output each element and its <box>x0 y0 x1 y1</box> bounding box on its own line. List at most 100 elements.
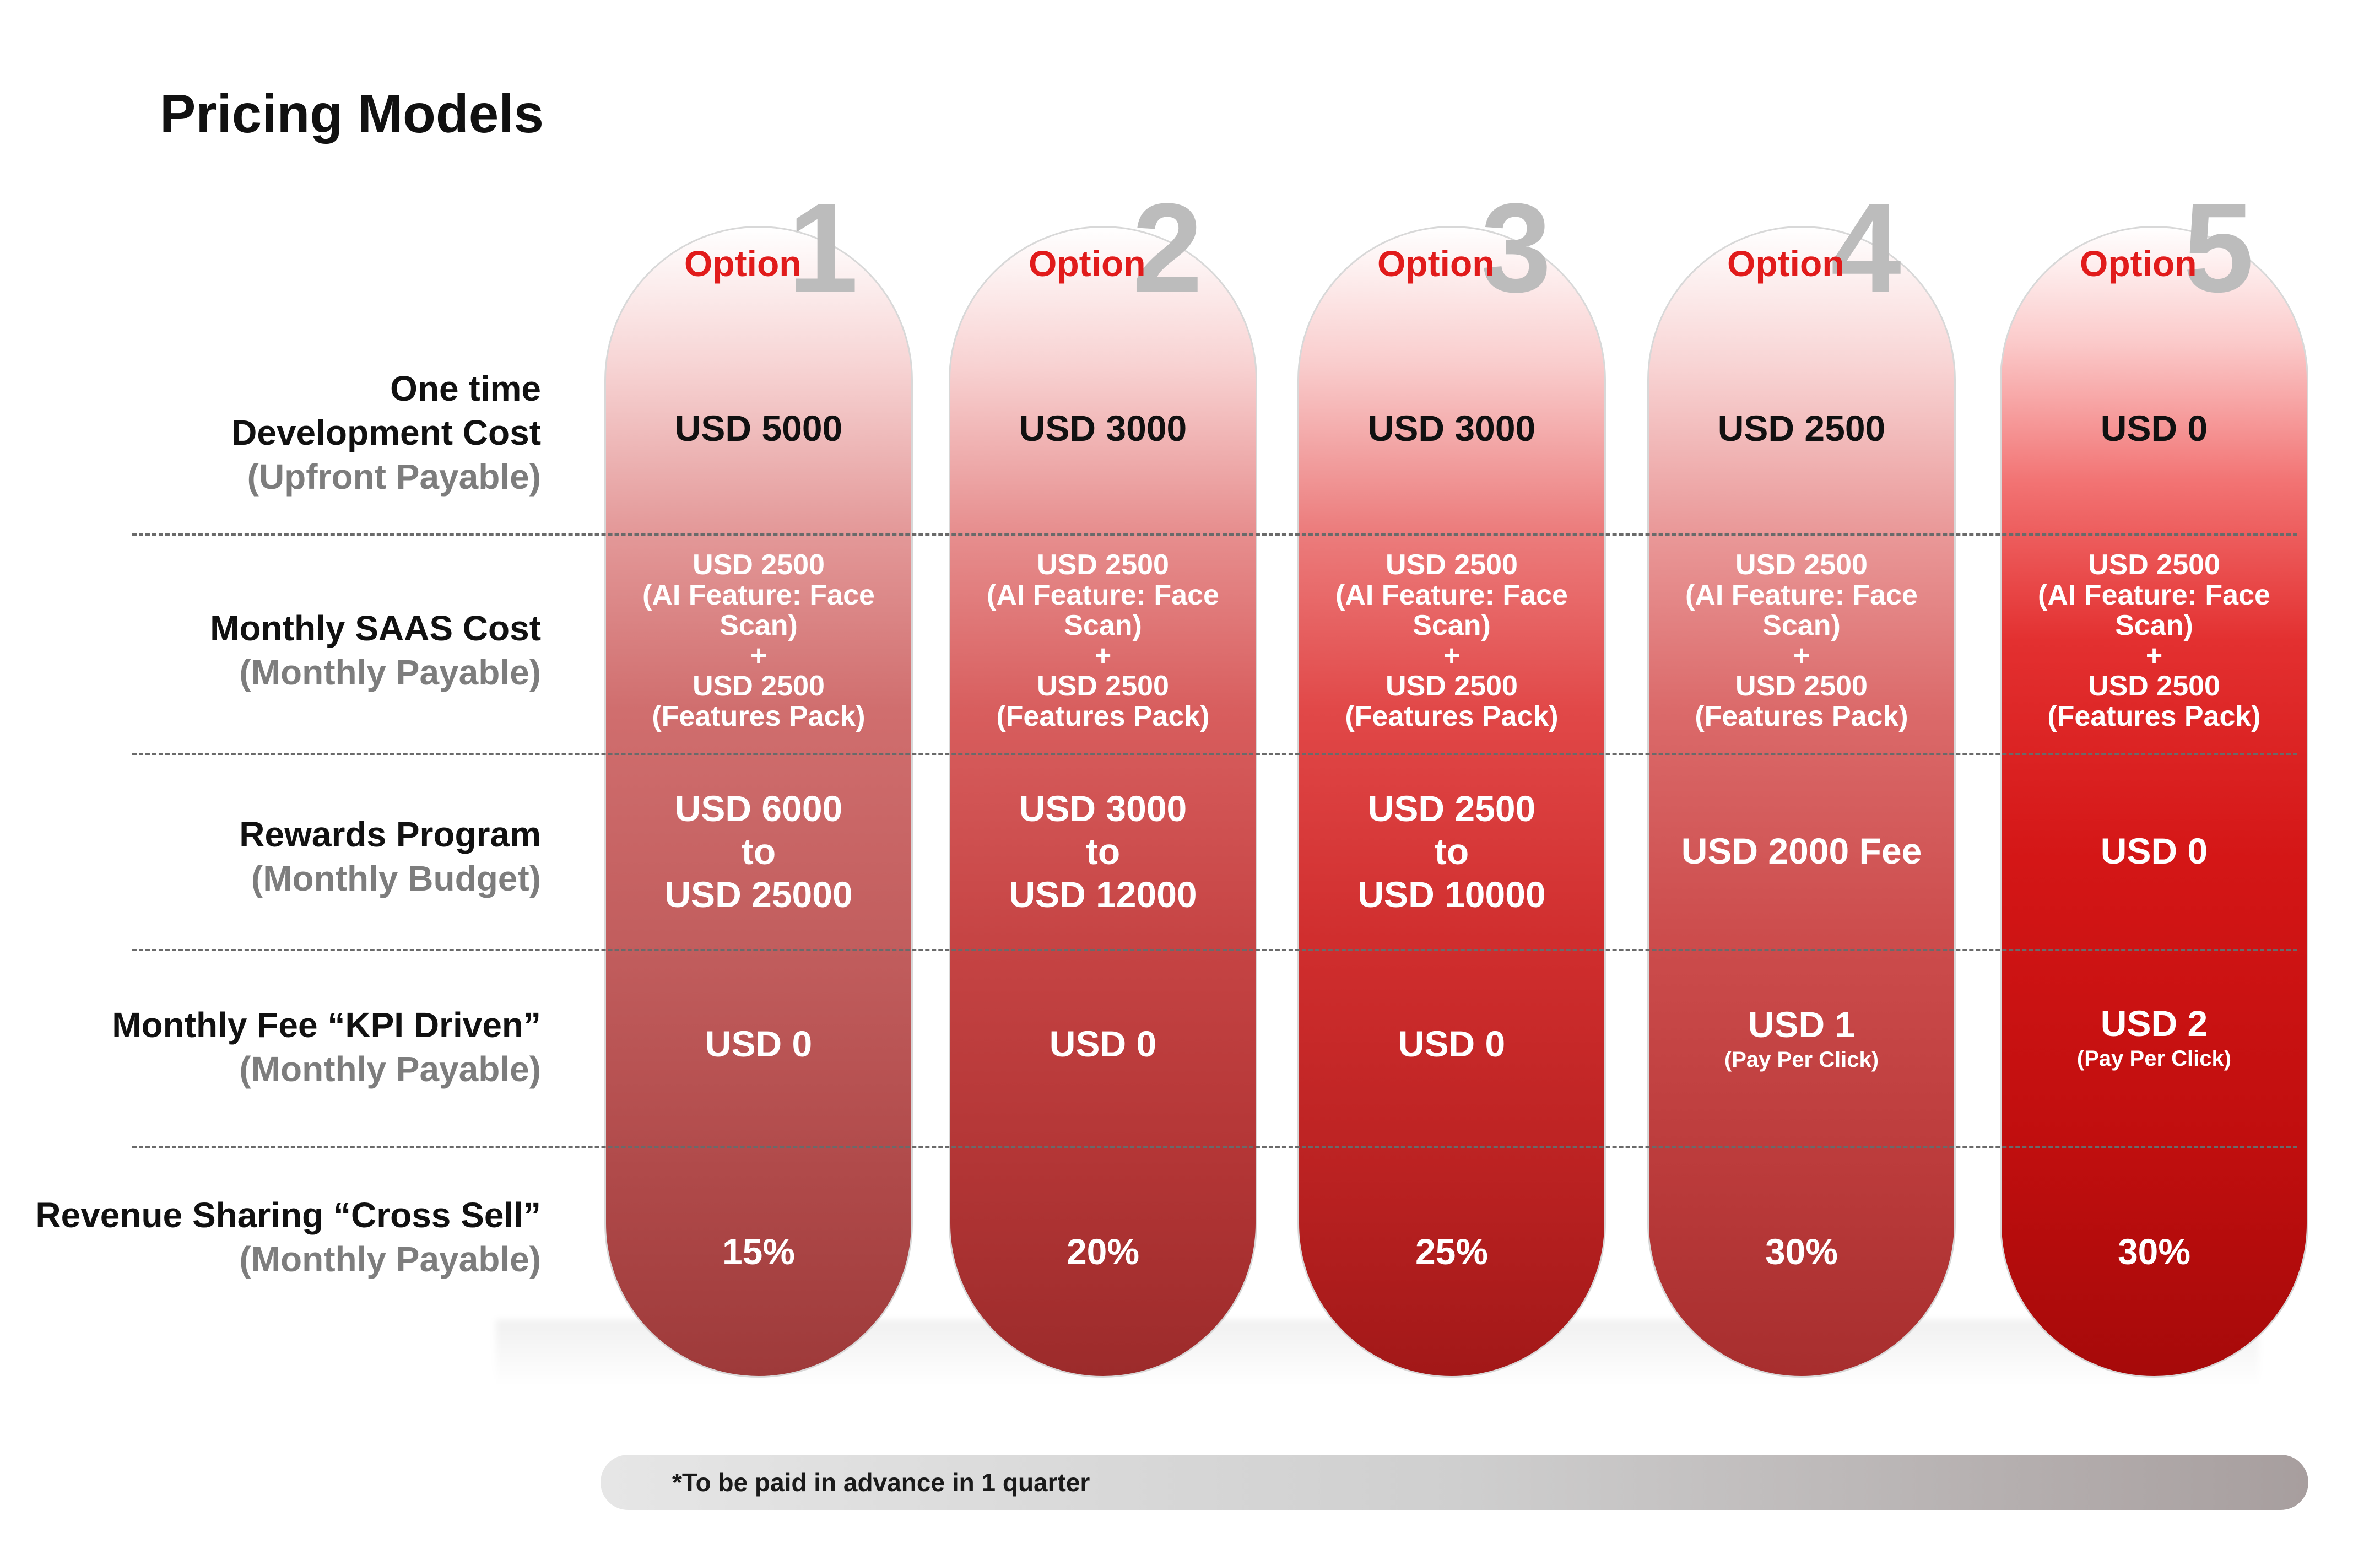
option-number: 3 <box>1481 177 1551 319</box>
rewards-line: to <box>741 831 776 872</box>
option-label: Option <box>2080 243 2197 284</box>
row-sublabel: (Monthly Payable) <box>239 1049 541 1089</box>
row-separator <box>132 1146 2297 1148</box>
kpi-fee-2: USD 0 <box>1049 1023 1157 1064</box>
saas-line: USD 2500 <box>1735 670 1868 702</box>
option-label: Option <box>1029 243 1146 284</box>
option-label: Option <box>684 243 802 284</box>
saas-line: USD 2500 <box>1386 670 1518 702</box>
saas-line: + <box>2145 640 2163 672</box>
row-label-line: Rewards Program <box>239 814 541 854</box>
saas-line: (AI Feature: Face <box>642 579 875 611</box>
option-column-4 <box>1647 226 1956 1378</box>
rewards-budget-3: USD 2500 to USD 10000 <box>1297 787 1606 916</box>
saas-line: Scan) <box>1413 609 1491 641</box>
saas-line: USD 2500 <box>1037 549 1169 581</box>
development-cost-2: USD 3000 <box>1019 408 1187 449</box>
saas-line: + <box>1443 640 1461 672</box>
row-separator <box>132 533 2297 536</box>
revenue-share-1: 15% <box>722 1231 796 1272</box>
option-column-2 <box>949 226 1257 1378</box>
kpi-fee-4: USD 1 (Pay Per Click) <box>1647 1003 1956 1074</box>
row-label-revenue: Revenue Sharing “Cross Sell” (Monthly Pa… <box>35 1193 541 1281</box>
development-cost-3: USD 3000 <box>1367 408 1536 449</box>
page-title: Pricing Models <box>160 83 544 144</box>
row-label-line: One time <box>390 369 541 408</box>
saas-line: Scan) <box>720 609 798 641</box>
saas-line: Scan) <box>1762 609 1841 641</box>
option-label: Option <box>1727 243 1844 284</box>
option-number: 1 <box>788 177 858 319</box>
row-sublabel: (Monthly Budget) <box>251 859 541 898</box>
row-sublabel: (Monthly Payable) <box>239 652 541 692</box>
saas-line: USD 2500 <box>2088 670 2220 702</box>
option-header-4: 4 Option <box>1647 177 1978 319</box>
revenue-share-3: 25% <box>1415 1231 1489 1272</box>
saas-line: USD 2500 <box>1735 549 1868 581</box>
rewards-line: USD 3000 <box>1019 788 1187 829</box>
saas-line: (AI Feature: Face <box>1685 579 1918 611</box>
saas-line: (AI Feature: Face <box>1335 579 1568 611</box>
row-separator <box>132 949 2297 951</box>
saas-line: (Features Pack) <box>1695 700 1908 732</box>
option-number: 4 <box>1831 177 1901 319</box>
development-cost-5: USD 0 <box>2100 408 2208 449</box>
kpi-fee-3: USD 0 <box>1398 1023 1506 1064</box>
saas-cost-1: USD 2500 (AI Feature: Face Scan) + USD 2… <box>604 550 913 732</box>
row-label-kpi: Monthly Fee “KPI Driven” (Monthly Payabl… <box>112 1003 541 1091</box>
saas-line: + <box>1094 640 1112 672</box>
option-header-3: 3 Option <box>1297 177 1628 319</box>
saas-cost-4: USD 2500 (AI Feature: Face Scan) + USD 2… <box>1647 550 1956 732</box>
saas-line: + <box>1793 640 1810 672</box>
option-header-2: 2 Option <box>949 177 1279 319</box>
rewards-line: USD 2000 Fee <box>1681 830 1922 871</box>
development-cost-1: USD 5000 <box>674 408 843 449</box>
rewards-line: USD 6000 <box>674 788 843 829</box>
rewards-line: to <box>1085 831 1121 872</box>
saas-line: (Features Pack) <box>996 700 1210 732</box>
revenue-share-4: 30% <box>1765 1231 1838 1272</box>
rewards-line: to <box>1434 831 1469 872</box>
row-separator <box>132 753 2297 755</box>
kpi-note: (Pay Per Click) <box>1724 1048 1879 1072</box>
row-label-line: Revenue Sharing “Cross Sell” <box>35 1195 541 1235</box>
option-column-5 <box>2000 226 2308 1378</box>
option-column-1 <box>604 226 913 1378</box>
rewards-line: USD 2500 <box>1367 788 1536 829</box>
kpi-value: USD 1 <box>1748 1004 1856 1045</box>
saas-line: Scan) <box>1064 609 1142 641</box>
saas-line: + <box>750 640 767 672</box>
revenue-share-2: 20% <box>1066 1231 1140 1272</box>
rewards-line: USD 12000 <box>1009 874 1197 915</box>
row-label-development: One time Development Cost (Upfront Payab… <box>231 366 541 499</box>
option-number: 5 <box>2183 177 2254 319</box>
option-label: Option <box>1377 243 1495 284</box>
saas-line: (Features Pack) <box>1345 700 1559 732</box>
footnote-bar: *To be paid in advance in 1 quarter <box>601 1455 2308 1510</box>
saas-cost-5: USD 2500 (AI Feature: Face Scan) + USD 2… <box>2000 550 2308 732</box>
saas-line: (Features Pack) <box>2047 700 2261 732</box>
row-sublabel: (Upfront Payable) <box>247 457 541 497</box>
rewards-line: USD 25000 <box>664 874 853 915</box>
rewards-line: USD 0 <box>2100 830 2208 871</box>
row-label-line: Monthly Fee “KPI Driven” <box>112 1005 541 1045</box>
kpi-value: USD 2 <box>2100 1003 2208 1044</box>
kpi-fee-1: USD 0 <box>705 1023 813 1064</box>
saas-line: (AI Feature: Face <box>2038 579 2270 611</box>
row-label-line: Monthly SAAS Cost <box>210 608 541 648</box>
kpi-fee-5: USD 2 (Pay Per Click) <box>2000 1002 2308 1072</box>
saas-line: USD 2500 <box>693 670 825 702</box>
revenue-share-5: 30% <box>2117 1231 2191 1272</box>
option-number: 2 <box>1132 177 1203 319</box>
saas-line: Scan) <box>2115 609 2193 641</box>
kpi-note: (Pay Per Click) <box>2076 1046 2232 1071</box>
row-label-line: Development Cost <box>231 413 541 452</box>
saas-line: USD 2500 <box>693 549 825 581</box>
rewards-budget-4: USD 2000 Fee <box>1647 829 1956 872</box>
row-sublabel: (Monthly Payable) <box>239 1239 541 1279</box>
rewards-budget-5: USD 0 <box>2000 829 2308 872</box>
saas-line: USD 2500 <box>1037 670 1169 702</box>
saas-cost-3: USD 2500 (AI Feature: Face Scan) + USD 2… <box>1297 550 1606 732</box>
rewards-budget-1: USD 6000 to USD 25000 <box>604 787 913 916</box>
saas-cost-2: USD 2500 (AI Feature: Face Scan) + USD 2… <box>949 550 1257 732</box>
